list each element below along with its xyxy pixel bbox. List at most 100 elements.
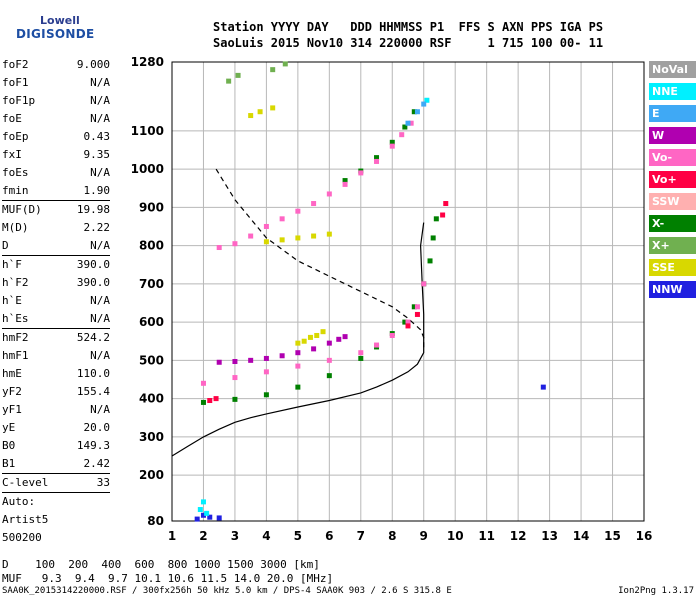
legend-item: SSE [649,259,696,276]
data-point [213,396,219,402]
data-point [440,212,446,218]
param-row: B1 2.42 [2,455,110,473]
legend-item: Vo- [649,149,696,166]
param-label: hmF1 [2,349,29,362]
param-separator [2,328,110,329]
param-separator [2,200,110,201]
param-value: 149.3 [76,439,110,452]
param-row: foF1p N/A [2,92,110,110]
param-value: N/A [90,403,110,416]
legend-item: NoVal [649,61,696,78]
param-label: foF1p [2,94,36,107]
data-point [295,235,301,241]
data-point [232,358,238,364]
data-point [314,332,320,338]
param-row: yF1 N/A [2,401,110,419]
param-label: hmF2 [2,331,29,344]
param-label: MUF(D) [2,203,42,216]
y-tick-label: 1100 [131,124,164,138]
param-label: yF1 [2,403,22,416]
param-label: h`E [2,294,22,307]
param-label: foEs [2,166,29,179]
data-point [405,323,411,329]
param-value: N/A [90,294,110,307]
param-row: M(D) 2.22 [2,219,110,237]
data-point [326,357,332,363]
data-point [405,120,411,126]
data-point [216,359,222,365]
data-point [204,510,210,516]
data-point [342,334,348,340]
logo-text-digisonde: DIGISONDE [16,27,95,41]
data-point [399,132,405,138]
data-point [433,216,439,222]
y-tick-label: 900 [139,200,164,214]
param-row: yE 20.0 [2,419,110,437]
param-value: 2.42 [83,457,111,470]
param-value: 110.0 [76,367,110,380]
param-row: hmE 110.0 [2,365,110,383]
x-tick-label: 3 [231,529,239,543]
data-point [200,399,206,405]
param-label: C-level [2,476,49,489]
y-tick-label: 300 [139,430,164,444]
param-value: N/A [90,76,110,89]
param-label: h`Es [2,312,29,325]
param-label: Artist5 [2,513,49,526]
param-value: 524.2 [76,331,110,344]
x-tick-label: 7 [357,529,365,543]
param-row: h`E N/A [2,292,110,310]
data-point [405,319,411,325]
data-point [295,208,301,214]
data-point [374,158,380,164]
y-tick-label: 400 [139,392,164,406]
data-point [279,237,285,243]
program-version: Ion2Png 1.3.17 [618,586,694,596]
data-point [235,72,241,78]
data-point [336,336,342,342]
param-value: N/A [90,166,110,179]
x-tick-label: 13 [541,529,558,543]
data-point [216,515,222,521]
legend-item: E [649,105,696,122]
param-label: foF1 [2,76,29,89]
legend-item: X+ [649,237,696,254]
param-label: B1 [2,457,16,470]
data-point [295,350,301,356]
x-tick-label: 1 [168,529,176,543]
data-point [248,357,254,363]
param-row: fxI 9.35 [2,146,110,164]
header-line-1: Station YYYY DAY DDD HHMMSS P1 FFS S AXN… [213,20,604,34]
data-point [207,398,213,404]
legend-item: X- [649,215,696,232]
header-line-2: SaoLuis 2015 Nov10 314 220000 RSF 1 715 … [213,36,604,50]
param-label: D [2,239,9,252]
data-point [408,120,414,126]
data-point [295,384,301,390]
param-value: N/A [90,312,110,325]
param-row: h`Es N/A [2,310,110,328]
x-tick-label: 10 [447,529,464,543]
param-row: foEs N/A [2,164,110,182]
data-point [311,233,317,239]
param-value: 19.98 [76,203,110,216]
data-point [232,375,238,381]
param-row: B0 149.3 [2,437,110,455]
data-point [295,363,301,369]
data-point [414,311,420,317]
param-value: N/A [90,349,110,362]
data-point [402,319,408,325]
data-point [197,507,203,513]
data-point [270,105,276,111]
data-point [282,61,288,67]
param-value: 33 [96,476,110,489]
x-tick-label: 2 [199,529,207,543]
data-point [389,143,395,149]
y-tick-label: 1280 [131,55,164,69]
muf-table: D 100 200 400 600 800 1000 1500 3000 [km… [2,558,333,586]
param-label: h`F [2,258,22,271]
y-tick-label: 200 [139,468,164,482]
distance-row: D 100 200 400 600 800 1000 1500 3000 [km… [2,558,320,571]
param-row: foF1 N/A [2,74,110,92]
data-point [263,369,269,375]
